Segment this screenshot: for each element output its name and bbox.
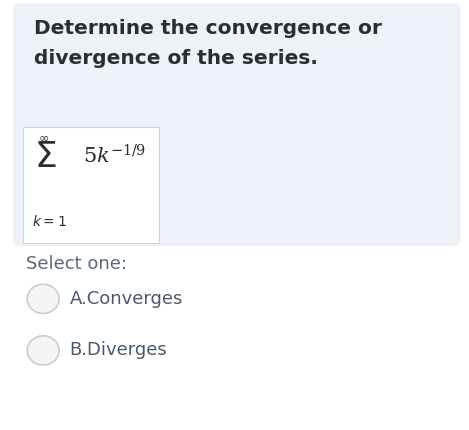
Circle shape [27,284,59,313]
Text: Determine the convergence or: Determine the convergence or [34,19,382,38]
Text: A.Converges: A.Converges [69,290,183,308]
Text: $\infty$: $\infty$ [38,131,50,144]
FancyBboxPatch shape [13,3,461,246]
Text: $k{=}1$: $k{=}1$ [32,214,67,229]
Circle shape [27,336,59,365]
Text: $5k^{-1/9}$: $5k^{-1/9}$ [83,144,146,167]
Text: $\Sigma$: $\Sigma$ [34,140,56,174]
Text: Select one:: Select one: [26,255,127,273]
Text: B.Diverges: B.Diverges [69,341,167,359]
FancyBboxPatch shape [23,127,159,243]
Text: divergence of the series.: divergence of the series. [34,49,318,68]
